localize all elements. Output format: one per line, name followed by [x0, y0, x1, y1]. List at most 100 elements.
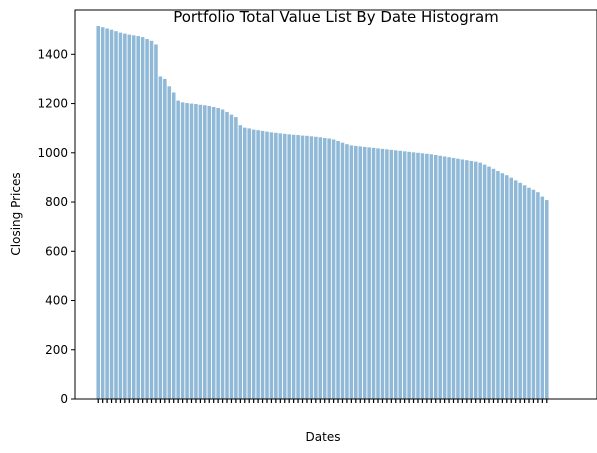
bar	[118, 32, 123, 400]
bar	[336, 140, 340, 400]
bar	[349, 145, 354, 399]
bar	[385, 149, 389, 399]
bar	[420, 153, 425, 399]
bar	[260, 130, 265, 399]
bar	[300, 135, 305, 399]
bar	[371, 147, 376, 399]
bar	[527, 187, 531, 399]
bar	[500, 173, 505, 399]
bar	[309, 136, 314, 400]
bar	[362, 146, 367, 399]
bar	[456, 158, 460, 399]
bar	[496, 171, 500, 399]
bar	[229, 114, 234, 399]
bar	[451, 157, 456, 399]
bar	[123, 33, 127, 399]
bar	[114, 31, 118, 399]
bar	[305, 135, 309, 399]
bar	[225, 111, 229, 400]
bar	[127, 34, 132, 400]
bar	[478, 162, 482, 399]
bar	[411, 152, 416, 399]
bar	[149, 40, 154, 399]
bar	[545, 200, 549, 399]
chart-title: Portfolio Total Value List By Date Histo…	[173, 8, 499, 26]
bar	[438, 155, 442, 399]
bar	[340, 142, 345, 399]
bar	[505, 175, 509, 399]
bar	[367, 147, 371, 399]
bar	[531, 189, 536, 399]
bar	[509, 177, 514, 399]
y-tick-label: 1000	[37, 146, 68, 160]
bar	[207, 106, 212, 400]
bar	[402, 151, 407, 399]
bar	[433, 155, 438, 399]
bar	[256, 130, 260, 399]
bar	[136, 36, 140, 399]
bar	[322, 138, 327, 399]
bar	[429, 154, 434, 399]
bar	[109, 29, 114, 399]
bar	[536, 192, 540, 399]
y-axis-ticks: 0 200 400 600 800 1000 1200 1400	[37, 47, 75, 406]
bar	[278, 133, 283, 399]
bar	[473, 161, 478, 399]
x-axis-label: Dates	[306, 430, 341, 444]
y-tick-label: 400	[45, 294, 68, 308]
bar	[314, 136, 318, 400]
bar	[540, 196, 545, 399]
bar	[180, 102, 185, 399]
bar	[296, 135, 300, 399]
x-axis-ticks	[97, 399, 548, 403]
bar	[447, 157, 451, 399]
bar	[145, 39, 149, 400]
bar	[291, 134, 296, 399]
bar	[131, 35, 136, 400]
bar	[465, 160, 469, 399]
bar	[167, 86, 172, 399]
bar	[331, 139, 336, 399]
bar	[247, 128, 251, 400]
bar	[243, 127, 247, 400]
bar	[282, 133, 287, 399]
bar	[442, 156, 447, 399]
bar	[269, 132, 274, 400]
y-tick-label: 1400	[37, 47, 68, 61]
bar	[394, 150, 398, 399]
bar	[238, 125, 243, 399]
bar	[198, 104, 203, 399]
bar	[234, 117, 238, 399]
bars-group	[96, 26, 549, 400]
bar	[216, 107, 220, 400]
y-tick-label: 800	[45, 195, 68, 209]
bar	[96, 26, 100, 399]
bar	[327, 138, 331, 399]
bar	[194, 104, 198, 400]
bar	[491, 168, 496, 399]
bar	[251, 129, 256, 399]
bar	[105, 28, 109, 399]
bar	[171, 92, 176, 399]
bar	[389, 149, 394, 399]
bar	[185, 103, 189, 399]
y-tick-label: 1200	[37, 97, 68, 111]
bar	[274, 132, 278, 400]
bar	[376, 148, 380, 399]
bar	[522, 185, 527, 399]
y-tick-label: 0	[60, 392, 68, 406]
bar	[265, 131, 269, 399]
bar	[345, 144, 349, 399]
bar	[287, 134, 291, 399]
bar	[513, 180, 518, 399]
bar	[398, 150, 402, 399]
bar	[189, 103, 194, 399]
bar	[380, 148, 385, 399]
bar	[203, 105, 207, 399]
bar	[487, 166, 491, 399]
bar	[460, 159, 465, 399]
y-axis-label: Closing Prices	[9, 172, 23, 255]
bar	[518, 182, 522, 399]
bar	[318, 137, 323, 400]
